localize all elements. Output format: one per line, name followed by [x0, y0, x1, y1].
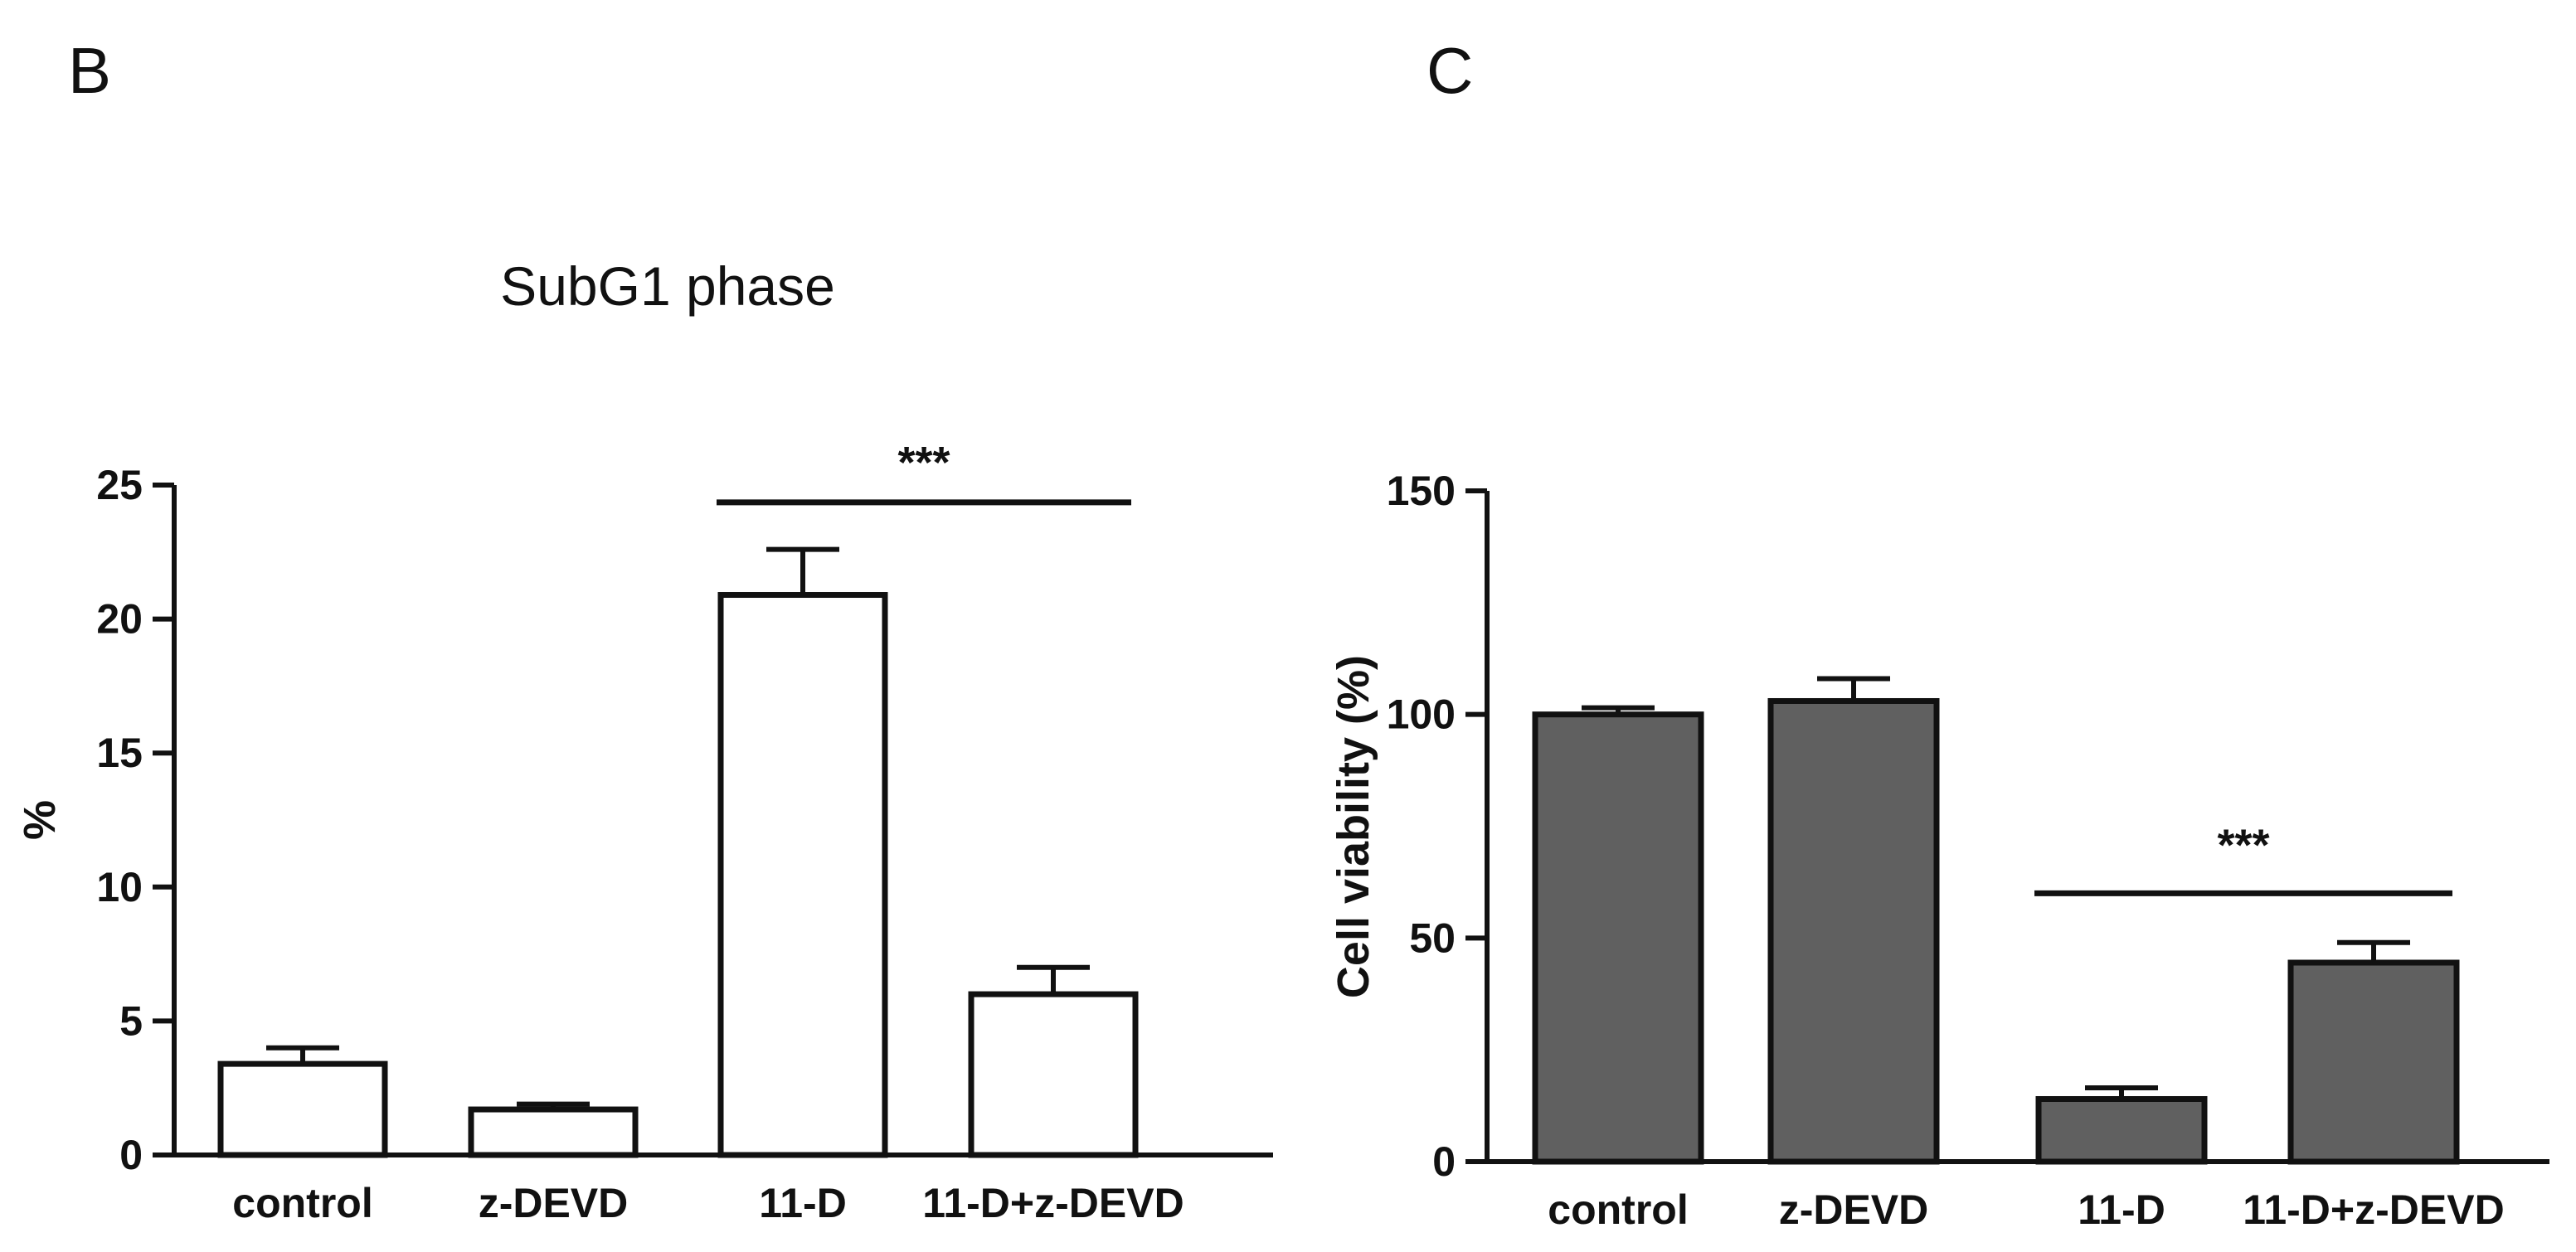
- bar: [217, 1060, 388, 1158]
- chart-title: SubG1 phase: [500, 255, 835, 317]
- bar: [2287, 959, 2460, 1165]
- subg1-chart: SubG1 phase% 0 5 10 15 20 25 control z-DEVD 11-D 1…: [15, 255, 1273, 1226]
- bar: [1532, 711, 1704, 1165]
- y-axis-label: Cell viability (%): [1329, 655, 1378, 998]
- y-tick-label: 100: [1387, 692, 1456, 738]
- x-tick-label: 11-D+z-DEVD: [922, 1180, 1184, 1226]
- x-tick-label: z-DEVD: [1779, 1186, 1929, 1233]
- bar: [1767, 697, 1940, 1165]
- x-tick-label: control: [232, 1180, 372, 1226]
- viability-chart: Cell viability (%) 0 50 100 150 control z-DEVD…: [1329, 468, 2549, 1233]
- y-tick-label: 0: [119, 1132, 143, 1178]
- x-tick-label: control: [1548, 1186, 1688, 1233]
- x-tick-label: 11-D: [2078, 1186, 2165, 1233]
- significance-stars: ***: [2217, 820, 2269, 870]
- y-tick-label: 20: [96, 596, 143, 643]
- panel-label-c: C: [1427, 34, 1473, 107]
- y-tick-label: 25: [96, 462, 143, 508]
- y-tick-label: 50: [1409, 915, 1456, 961]
- bar: [717, 592, 888, 1158]
- x-tick-label: z-DEVD: [479, 1180, 629, 1226]
- panel-label-b: B: [68, 34, 111, 107]
- y-tick-label: 150: [1387, 468, 1456, 514]
- y-tick-label: 15: [96, 730, 143, 776]
- x-tick-label: 11-D+z-DEVD: [2243, 1186, 2504, 1233]
- y-tick-label: 10: [96, 864, 143, 910]
- bar: [2035, 1095, 2208, 1165]
- y-axis-label: %: [15, 800, 65, 840]
- significance-stars: ***: [897, 438, 950, 488]
- bar: [468, 1106, 639, 1158]
- x-tick-label: 11-D: [759, 1180, 847, 1226]
- y-tick-label: 5: [119, 997, 143, 1044]
- bar: [968, 991, 1139, 1158]
- y-tick-label: 0: [1432, 1138, 1456, 1185]
